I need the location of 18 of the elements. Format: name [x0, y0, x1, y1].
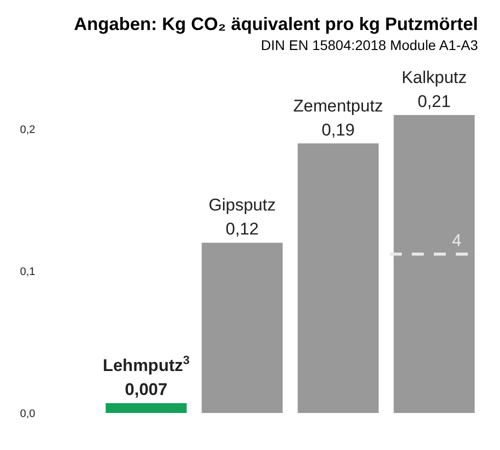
chart-title: Angaben: Kg CO₂ äquivalent pro kg Putzmörtel — [72, 14, 478, 35]
bar — [106, 403, 187, 413]
x-tick-label: Gipsputz — [208, 196, 276, 215]
bar — [298, 143, 379, 413]
bar — [394, 115, 475, 413]
y-tick-label: 0,0 — [20, 408, 36, 420]
annotation: 4 — [452, 231, 462, 250]
data-label: 0,12 — [226, 220, 259, 239]
chart-subtitle: DIN EN 15804:2018 Module A1-A3 — [260, 37, 478, 53]
y-tick-label: 0,2 — [20, 124, 36, 136]
y-tick-label: 0,1 — [20, 266, 36, 278]
x-tick-label: Kalkputz — [402, 68, 467, 87]
data-label: 0,007 — [124, 380, 168, 400]
data-label: 0,19 — [322, 120, 355, 140]
bar — [202, 242, 283, 413]
x-tick-label: Zementputz — [293, 96, 384, 116]
x-tick-label: Lehmputz$^{3}$ — [102, 353, 190, 376]
data-label: 0,21 — [418, 92, 451, 111]
